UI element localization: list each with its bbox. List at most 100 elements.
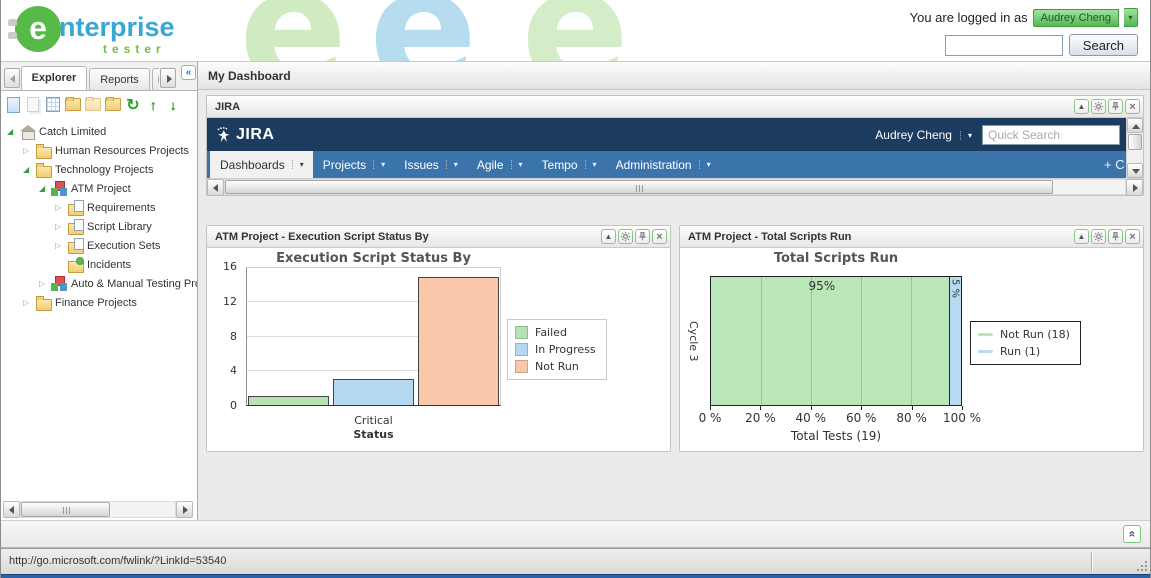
jira-nav-administration[interactable]: Administration ▾ — [606, 151, 720, 178]
dashboard-area: JIRA ▲ × JIRA Audrey Cheng — [198, 90, 1150, 520]
scroll-down-icon[interactable] — [1127, 163, 1143, 178]
chart-panel-total-scripts-run: ATM Project - Total Scripts Run ▲ × Total… — [679, 225, 1144, 452]
collapse-panel-icon[interactable]: ▲ — [1074, 99, 1089, 114]
jira-create-button[interactable]: + C — [1104, 157, 1125, 172]
tree-item-atm-project[interactable]: ◢ ATM Project — [3, 179, 197, 198]
tree-expander-icon[interactable]: ▷ — [55, 202, 62, 212]
collapse-panel-icon[interactable]: ▲ — [1074, 229, 1089, 244]
chart2-panel-header[interactable]: ATM Project - Total Scripts Run ▲ × — [680, 226, 1143, 248]
jira-nav-agile[interactable]: Agile ▾ — [467, 151, 532, 178]
scrollbar-thumb[interactable] — [21, 502, 111, 517]
login-status: You are logged in as Audrey Cheng — [910, 8, 1138, 27]
tree-item-human-resources-projects[interactable]: ▷ Human Resources Projects — [3, 141, 197, 160]
scroll-right-icon[interactable] — [1126, 179, 1143, 196]
jira-nav-dashboards[interactable]: Dashboards ▾ — [210, 151, 313, 178]
tree-item-execution-sets[interactable]: ▷ Execution Sets — [3, 236, 197, 255]
close-panel-icon[interactable]: × — [652, 229, 667, 244]
tab-scroll-left-icon[interactable] — [4, 68, 20, 88]
move-up-icon[interactable] — [144, 96, 162, 114]
tree-item-incidents[interactable]: Incidents — [3, 255, 197, 274]
jira-nav-issues[interactable]: Issues ▾ — [394, 151, 467, 178]
chevron-down-icon: ▾ — [698, 160, 711, 169]
sidebar-collapse-button[interactable] — [181, 65, 196, 80]
jira-horizontal-scrollbar[interactable] — [207, 178, 1143, 196]
resize-grip-icon[interactable] — [1134, 558, 1148, 572]
tree-item-label: ATM Project — [71, 182, 131, 195]
scrollbar-thumb[interactable] — [225, 180, 1053, 194]
scroll-right-icon[interactable] — [176, 501, 193, 518]
user-menu-caret-icon[interactable] — [1124, 8, 1138, 27]
tree-item-technology-projects[interactable]: ◢ Technology Projects — [3, 160, 197, 179]
folder-move-icon[interactable] — [104, 96, 122, 114]
tab-explorer[interactable]: Explorer — [20, 66, 88, 90]
refresh-icon[interactable] — [124, 96, 142, 114]
chart1-content: Execution Script Status By 0 4 8 12 16 Criti… — [207, 248, 670, 451]
jira-panel-header[interactable]: JIRA ▲ × — [207, 96, 1143, 118]
panel-settings-icon[interactable] — [1091, 99, 1106, 114]
jira-vertical-scrollbar[interactable] — [1126, 118, 1143, 178]
tree-expander-icon[interactable]: ▷ — [23, 297, 30, 307]
tab-r[interactable]: R — [151, 68, 160, 90]
scroll-up-icon[interactable] — [1127, 118, 1143, 133]
tree-item-requirements[interactable]: ▷ Requirements — [3, 198, 197, 217]
jira-nav-tempo[interactable]: Tempo ▾ — [532, 151, 606, 178]
tab-reports[interactable]: Reports — [89, 68, 150, 90]
panel-settings-icon[interactable] — [618, 229, 633, 244]
scroll-left-icon[interactable] — [3, 501, 20, 518]
copy-document-icon[interactable] — [24, 96, 42, 114]
scrollbar-track[interactable] — [20, 501, 176, 518]
scroll-left-icon[interactable] — [207, 179, 224, 196]
panel-settings-icon[interactable] — [1091, 229, 1106, 244]
user-menu-button[interactable]: Audrey Cheng — [1032, 8, 1119, 27]
x-axis-title: Status — [353, 428, 394, 441]
folder-open-icon[interactable] — [64, 96, 82, 114]
pin-panel-icon[interactable] — [635, 229, 650, 244]
browser-status-bar: http://go.microsoft.com/fwlink/?LinkId=5… — [1, 548, 1150, 574]
y-tick-label: 0 — [230, 399, 237, 412]
pin-panel-icon[interactable] — [1108, 99, 1123, 114]
panel-controls: ▲ × — [1074, 99, 1140, 114]
jira-quick-search-input[interactable] — [982, 124, 1120, 145]
folder-add-icon[interactable] — [84, 96, 102, 114]
tree-expander-icon[interactable]: ◢ — [39, 183, 46, 193]
tree-item-label: Technology Projects — [55, 163, 154, 176]
gridline — [247, 301, 500, 303]
tree-item-catch-limited[interactable]: ◢ Catch Limited — [3, 122, 197, 141]
tree-expander-icon[interactable]: ◢ — [23, 164, 30, 174]
tree-expander-icon[interactable]: ▷ — [55, 240, 62, 250]
jira-nav-projects[interactable]: Projects ▾ — [313, 151, 394, 178]
table-document-icon[interactable] — [44, 96, 62, 114]
new-document-icon[interactable] — [4, 96, 22, 114]
close-panel-icon[interactable]: × — [1125, 229, 1140, 244]
scrollbar-track[interactable] — [224, 179, 1126, 195]
tree-expander-icon[interactable]: ▷ — [39, 278, 46, 288]
chart1-panel-header[interactable]: ATM Project - Execution Script Status By… — [207, 226, 670, 248]
search-button[interactable]: Search — [1068, 34, 1138, 56]
gridline — [247, 369, 500, 371]
tab-scroll-right-icon[interactable] — [160, 68, 176, 88]
statusbar-collapse-button[interactable] — [1123, 525, 1141, 543]
collapse-panel-icon[interactable]: ▲ — [601, 229, 616, 244]
sidebar-horizontal-scrollbar[interactable] — [3, 501, 193, 518]
tree-expander-icon[interactable]: ▷ — [55, 221, 62, 231]
pin-panel-icon[interactable] — [1108, 229, 1123, 244]
tree-item-finance-projects[interactable]: ▷ Finance Projects — [3, 293, 197, 312]
chevron-down-icon[interactable] — [959, 131, 972, 140]
tick-mark — [911, 406, 913, 410]
close-panel-icon[interactable]: × — [1125, 99, 1140, 114]
tree-expander-icon[interactable]: ◢ — [7, 126, 14, 136]
move-down-icon[interactable] — [164, 96, 182, 114]
jira-user-menu[interactable]: Audrey Cheng — [875, 127, 952, 142]
tree-item-script-library[interactable]: ▷ Script Library — [3, 217, 197, 236]
tree-expander-icon[interactable]: ▷ — [23, 145, 30, 155]
chevron-down-icon: ▾ — [291, 160, 304, 169]
tree-item-auto-manual-testing-proj[interactable]: ▷ Auto & Manual Testing Proj — [3, 274, 197, 293]
enterprise-tester-logo: e nterprise tester — [8, 4, 231, 60]
scrollbar-thumb[interactable] — [1128, 134, 1142, 150]
search-input[interactable] — [944, 34, 1063, 56]
tick-mark — [810, 406, 812, 410]
scrollbar-track[interactable] — [1127, 151, 1143, 163]
y-axis-label: Cycle 3 — [687, 320, 700, 362]
panel-title: ATM Project - Total Scripts Run — [688, 230, 852, 243]
tree-item-label: Human Resources Projects — [55, 144, 189, 157]
